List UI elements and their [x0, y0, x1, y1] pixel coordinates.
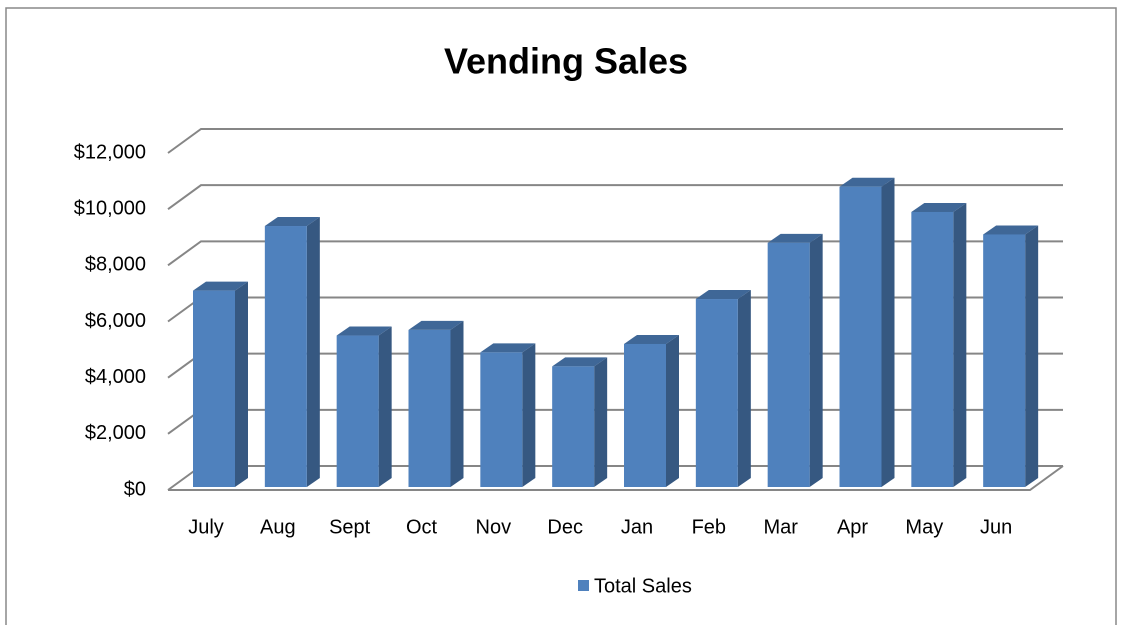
- legend-label: Total Sales: [594, 575, 692, 597]
- bar-side: [450, 320, 464, 487]
- bar: [193, 290, 235, 487]
- bar-top: [264, 217, 320, 227]
- x-tick-label: Jun: [980, 516, 1012, 538]
- x-tick-label: Dec: [547, 516, 583, 538]
- bar-top: [695, 290, 751, 300]
- bar-top: [624, 334, 679, 344]
- bar-side: [737, 290, 751, 487]
- bar: [911, 211, 954, 487]
- x-tick-label: Mar: [763, 516, 798, 538]
- bar-top: [480, 343, 536, 353]
- bar-side: [1025, 225, 1039, 488]
- bar: [767, 242, 810, 487]
- bar: [336, 335, 379, 487]
- x-tick-label: May: [905, 516, 943, 538]
- x-tick-label: Oct: [406, 516, 438, 538]
- bar-side: [235, 281, 248, 487]
- bar-side: [306, 217, 320, 487]
- y-tick-label: $10,000: [74, 197, 146, 219]
- bar: [480, 352, 523, 487]
- floor-edge: [168, 465, 1064, 491]
- y-tick-label: $2,000: [85, 422, 146, 444]
- bar-side: [666, 334, 679, 487]
- x-tick-label: Sept: [329, 516, 371, 538]
- x-tick-label: Feb: [692, 516, 726, 538]
- y-tick-label: $4,000: [85, 366, 146, 388]
- x-tick-label: Nov: [476, 516, 512, 538]
- bar: [983, 234, 1026, 487]
- bar-top: [983, 225, 1039, 235]
- bar-side: [594, 357, 608, 487]
- y-tick-label: $0: [124, 478, 146, 500]
- bar-top: [911, 202, 967, 212]
- bar-top: [336, 326, 392, 336]
- bar: [408, 329, 451, 487]
- bar-top: [408, 320, 464, 330]
- bar: [695, 299, 738, 487]
- bar-top: [839, 177, 895, 187]
- bar: [264, 226, 307, 487]
- bar-side: [953, 202, 967, 487]
- bar-top: [193, 281, 248, 291]
- bar-top: [767, 233, 823, 243]
- y-tick-label: $12,000: [74, 141, 146, 163]
- bar: [552, 366, 595, 487]
- bar-top: [552, 357, 608, 367]
- y-tick-label: $8,000: [85, 254, 146, 276]
- bar-side: [809, 233, 823, 487]
- grid-line: [167, 128, 1063, 154]
- bar: [624, 343, 666, 487]
- x-tick-label: July: [188, 516, 224, 538]
- bar: [839, 186, 882, 487]
- legend-swatch: [578, 580, 589, 591]
- bar-side: [522, 343, 536, 487]
- y-tick-label: $6,000: [85, 310, 146, 332]
- x-tick-label: Apr: [837, 516, 868, 538]
- grid-line: [167, 184, 1063, 210]
- chart-title: Vending Sales: [444, 41, 688, 82]
- bar-side: [378, 326, 392, 487]
- x-tick-label: Jan: [621, 516, 653, 538]
- bar-side: [881, 177, 895, 487]
- x-tick-label: Aug: [260, 516, 296, 538]
